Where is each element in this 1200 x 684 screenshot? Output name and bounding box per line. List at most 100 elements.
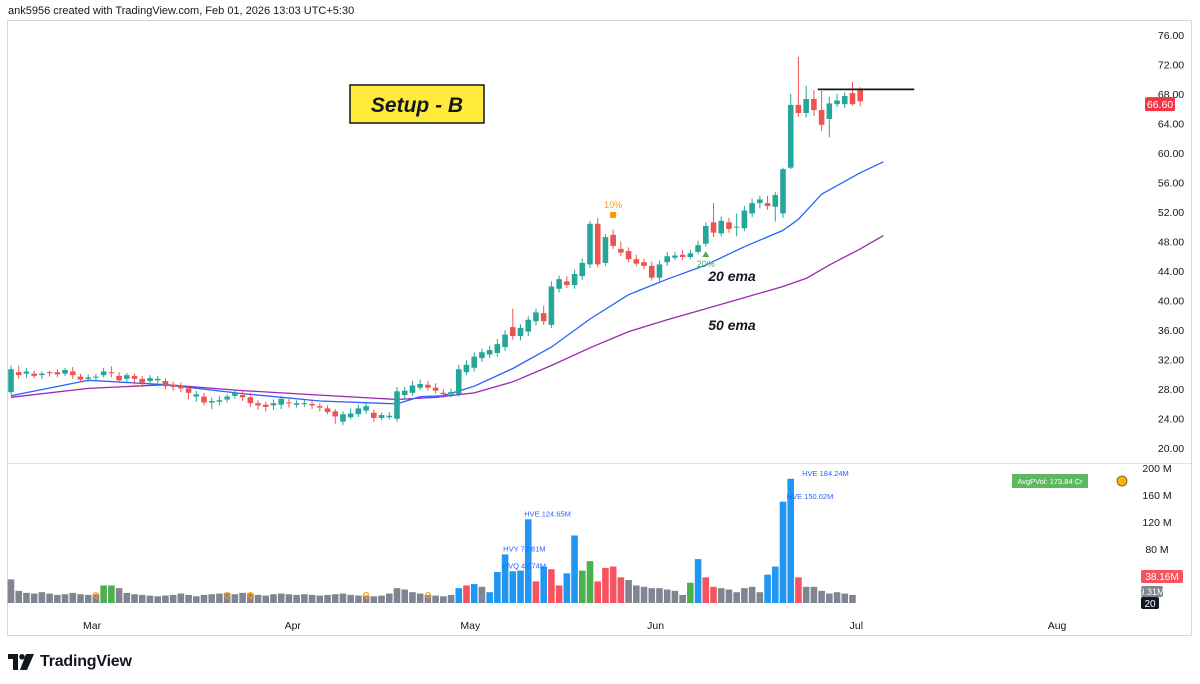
candle-body [826,103,833,119]
volume-value-label-2: 9.31M [1139,587,1164,597]
volume-bar [146,595,154,603]
brand-name: TradingView [40,653,132,670]
volume-bar [424,594,432,603]
candle-body [31,373,37,376]
tradingview-logo[interactable]: TradingView [8,651,132,673]
candle-body [185,388,192,393]
chart-canvas[interactable]: HVQ 47.74M HVY 72.81M HVE 124.65M HVE 150.0… [0,0,1200,640]
price-tick-label: 64.00 [1158,118,1184,130]
volume-bar [826,593,833,603]
volume-bar [818,590,825,603]
price-tick-label: 24.00 [1158,414,1184,426]
candle-body [8,369,14,393]
volume-bar [802,586,810,603]
annotation-layer: Setup - B 20 ema 50 ema 10% 20% [349,84,915,333]
volume-tag: HVQ 47.74M [503,561,546,570]
avg-vol-label: AvgPVol: 173.84 Cr [1017,477,1083,486]
candle-body [69,371,76,376]
candle-body [795,104,802,114]
ema-length-label: 20 [1144,599,1156,610]
candle-body [587,223,593,265]
candle-body [224,396,230,400]
candle-body [733,226,740,228]
marker-label: 10% [604,200,622,210]
candle-body [849,93,856,105]
q-marker: Q [224,591,230,600]
volume-tick-label: 80 M [1145,544,1168,556]
volume-bar [169,594,177,603]
time-tick-label: Apr [285,620,302,632]
candle-body [618,248,624,253]
candle-body [656,264,663,278]
volume-bar [764,574,771,603]
volume-bar [687,582,694,603]
candle-body [108,372,115,374]
candle-body [718,220,725,234]
volume-bar [239,592,246,603]
price-tick-label: 72.00 [1158,59,1184,71]
volume-bar [717,588,725,603]
volume-bar [532,581,540,603]
candle-body [494,344,501,353]
current-price-tag [1145,97,1175,112]
volume-bar [733,592,740,603]
candle-body [286,402,292,404]
candle-body [216,400,223,402]
volume-bar [617,577,625,603]
candle-body [510,327,516,337]
candle-body [440,392,447,395]
volume-bar [393,588,401,603]
volume-bar [470,584,478,603]
time-tick-label: Jun [647,620,664,632]
candle-body [664,256,670,263]
volume-bar [571,535,578,603]
volume-bar [578,570,586,603]
candle-body [386,415,393,418]
candle-body [841,96,848,105]
candle-body [394,391,400,419]
candle-body [417,383,423,388]
volume-value-label: 38.16M [1145,572,1178,583]
volume-bar [223,592,231,603]
volume-bar [115,588,123,603]
volume-tag: HVE 150.02M [787,492,834,501]
candle-body [602,237,609,263]
candle-body [425,384,431,388]
candle-body [525,319,532,332]
candle-body [648,265,655,278]
candle-body [262,404,269,407]
volume-bar [293,594,300,603]
candle-body [309,403,315,406]
candle-body [726,222,732,229]
volume-value-tag-2 [1141,586,1163,597]
volume-bar [779,501,787,603]
price-tick-label: 60.00 [1158,148,1184,160]
volume-bar [331,594,339,603]
chart-credit: ank5956 created with TradingView.com, Fe… [8,5,355,17]
volume-bar [38,592,46,603]
volume-bar [849,594,856,603]
volume-bar [416,593,424,603]
candle-body [749,203,755,214]
candle-body [703,225,709,244]
candle-body [340,414,346,422]
volume-bar [362,595,370,603]
volume-bar [663,589,671,603]
candle-body [178,385,184,389]
volume-bar [524,519,532,603]
volume-bar [548,569,555,603]
candle-body [594,223,601,265]
volume-bar [123,592,131,603]
volume-bar [602,567,609,603]
candle-body [193,394,200,397]
candle-body [147,378,153,382]
candle-body [517,327,524,337]
volume-bar [463,585,470,603]
candle-body [571,273,578,286]
candle-layer [8,56,863,426]
volume-bar [308,594,316,603]
marker-label: 20% [697,259,715,269]
volume-bar [185,594,192,603]
candle-body [610,234,616,246]
volume-bar [586,561,594,603]
